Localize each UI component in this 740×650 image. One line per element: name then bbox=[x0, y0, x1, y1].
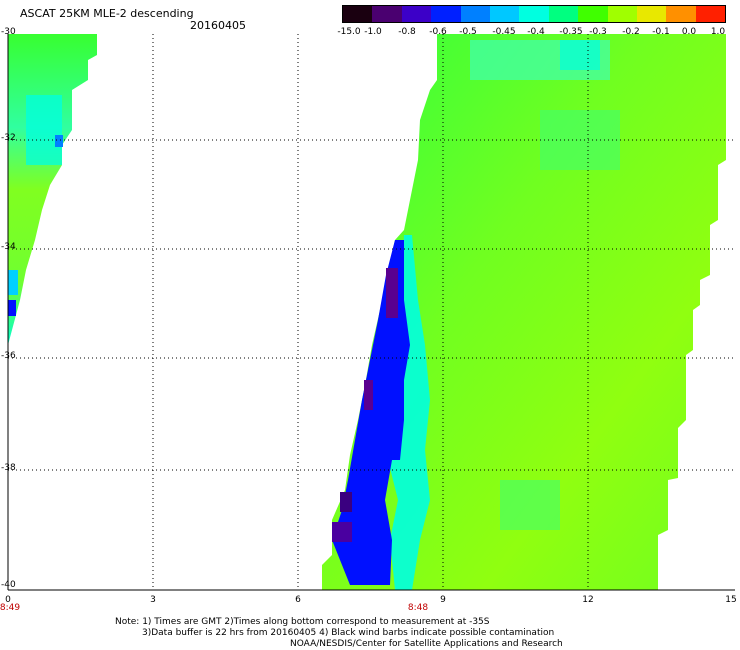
colorbar-segment bbox=[548, 6, 579, 22]
colorbar-segment bbox=[695, 6, 726, 22]
x-axis-label: 12 bbox=[582, 595, 594, 605]
colorbar-label: -0.2 bbox=[622, 27, 640, 37]
grid bbox=[8, 34, 735, 590]
map-date: 20160405 bbox=[190, 19, 246, 32]
colorbar-segment bbox=[401, 6, 432, 22]
y-axis-label: -32 bbox=[1, 133, 16, 143]
colorbar-label: -0.6 bbox=[429, 27, 447, 37]
colorbar-label: 1.0 bbox=[710, 27, 726, 37]
y-axis-label: -34 bbox=[1, 242, 16, 252]
time-label: 8:49 bbox=[0, 603, 21, 613]
note-line-2: 3)Data buffer is 22 hrs from 20160405 4)… bbox=[142, 628, 555, 638]
y-axis-label: -30 bbox=[1, 27, 16, 37]
y-axis-label: -38 bbox=[1, 463, 16, 473]
right-swath-purple-block bbox=[386, 268, 398, 318]
colorbar-label: -0.8 bbox=[398, 27, 416, 37]
colorbar-segment bbox=[372, 6, 402, 22]
colorbar-label: -15.0 bbox=[337, 27, 361, 37]
x-axis-label: 15 bbox=[725, 595, 737, 605]
colorbar-segment bbox=[431, 6, 461, 22]
colorbar-segment bbox=[489, 6, 520, 22]
colorbar-segment bbox=[636, 6, 667, 22]
colorbar-label: -0.5 bbox=[459, 27, 477, 37]
y-axis-label: -40 bbox=[1, 580, 16, 590]
colorbar-label: -1.0 bbox=[364, 27, 382, 37]
map-title: ASCAT 25KM MLE-2 descending bbox=[20, 7, 194, 20]
colorbar-segment bbox=[460, 6, 490, 22]
colorbar-segment bbox=[666, 6, 696, 22]
colorbar-label: -0.1 bbox=[652, 27, 670, 37]
x-axis-label: 3 bbox=[150, 595, 156, 605]
note-line-1: Note: 1) Times are GMT 2)Times along bot… bbox=[115, 617, 490, 627]
colorbar-segment bbox=[578, 6, 608, 22]
left-swath-edge bbox=[8, 270, 18, 295]
left-swath-blue-cell bbox=[55, 135, 63, 147]
right-swath-purple-block bbox=[332, 522, 352, 542]
colorbar-label: -0.4 bbox=[527, 27, 545, 37]
right-swath-purple-block bbox=[364, 380, 373, 410]
right-swath-cyan-patch bbox=[560, 40, 600, 70]
x-axis-label: 9 bbox=[440, 595, 446, 605]
colorbar-segment bbox=[519, 6, 549, 22]
colorbar-label: -0.45 bbox=[492, 27, 516, 37]
colorbar bbox=[342, 5, 726, 23]
right-swath-cyan-strip bbox=[388, 235, 430, 590]
y-axis-label: -36 bbox=[1, 351, 16, 361]
colorbar-segment bbox=[607, 6, 637, 22]
x-axis-label: 6 bbox=[295, 595, 301, 605]
right-swath-purple-block bbox=[340, 492, 352, 512]
left-swath-cyan-patch bbox=[26, 95, 62, 165]
x-axis-label: 0 bbox=[5, 595, 11, 605]
colorbar-label: 0.0 bbox=[681, 27, 697, 37]
note-line-3: NOAA/NESDIS/Center for Satellite Applica… bbox=[290, 639, 563, 649]
colorbar-label: -0.35 bbox=[559, 27, 583, 37]
left-swath bbox=[8, 34, 97, 345]
time-label: 8:48 bbox=[407, 603, 429, 613]
colorbar-segment bbox=[343, 6, 373, 22]
colorbar-label: -0.3 bbox=[589, 27, 607, 37]
left-swath-edge-blue bbox=[8, 300, 16, 316]
right-swath-cyan-patch bbox=[500, 480, 560, 530]
